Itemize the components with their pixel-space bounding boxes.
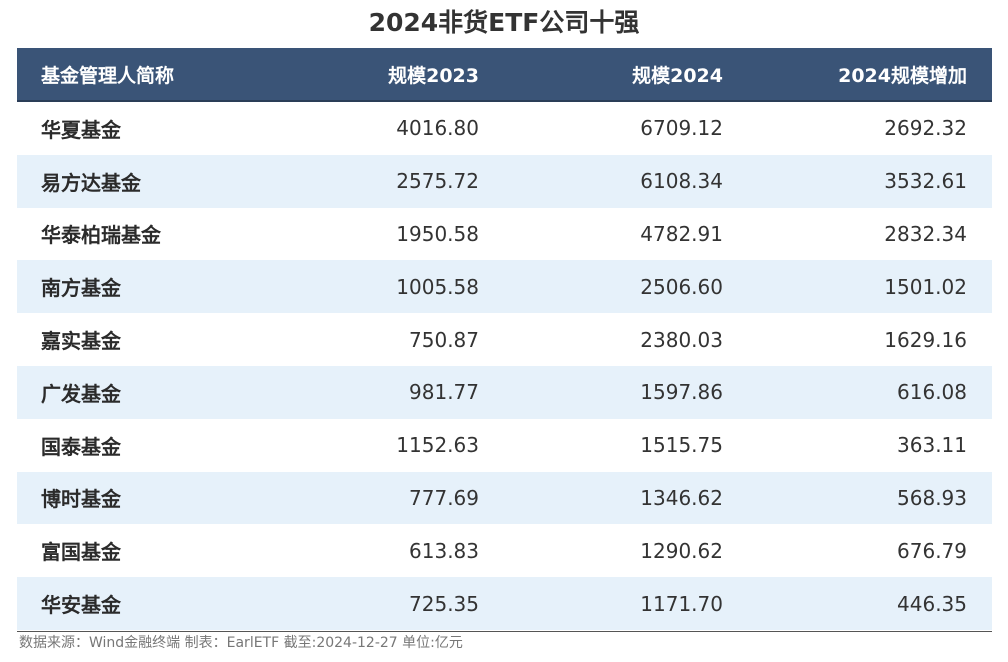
cell-scale-2024: 6108.34 xyxy=(640,169,723,194)
cell-scale-2024: 1290.62 xyxy=(640,538,723,563)
table-title: 2024非货ETF公司十强 xyxy=(368,8,640,37)
cell-manager-name: 广发基金 xyxy=(41,381,121,406)
table-header: 基金管理人简称 规模2023 规模2024 2024规模增加 xyxy=(17,48,992,102)
cell-scale-2023: 777.69 xyxy=(409,485,479,510)
ranking-table: 基金管理人简称 规模2023 规模2024 2024规模增加 华夏基金 4016… xyxy=(17,48,992,630)
cell-scale-increase: 3532.61 xyxy=(884,169,967,194)
cell-manager-name: 博时基金 xyxy=(41,487,121,512)
cell-scale-increase: 2832.34 xyxy=(884,221,967,246)
header-scale-2023: 规模2023 xyxy=(388,64,479,87)
cell-scale-increase: 676.79 xyxy=(897,538,967,563)
cell-scale-increase: 568.93 xyxy=(897,485,967,510)
cell-scale-2023: 1950.58 xyxy=(396,221,479,246)
table-row: 易方达基金 2575.72 6108.34 3532.61 xyxy=(17,154,992,208)
cell-manager-name: 易方达基金 xyxy=(41,170,141,195)
cell-manager-name: 华泰柏瑞基金 xyxy=(41,223,161,248)
cell-scale-2023: 981.77 xyxy=(409,380,479,405)
cell-scale-2024: 1346.62 xyxy=(640,485,723,510)
cell-manager-name: 国泰基金 xyxy=(41,434,121,459)
cell-manager-name: 华夏基金 xyxy=(41,117,121,142)
header-scale-2024: 规模2024 xyxy=(632,64,723,87)
table-row: 富国基金 613.83 1290.62 676.79 xyxy=(17,524,992,578)
cell-manager-name: 嘉实基金 xyxy=(41,329,121,354)
cell-scale-2023: 2575.72 xyxy=(396,169,479,194)
cell-scale-increase: 1501.02 xyxy=(884,274,967,299)
cell-scale-increase: 363.11 xyxy=(897,433,967,458)
cell-scale-increase: 1629.16 xyxy=(884,327,967,352)
cell-scale-2024: 2380.03 xyxy=(640,327,723,352)
cell-manager-name: 富国基金 xyxy=(41,540,121,565)
table-bottom-divider xyxy=(17,631,992,632)
cell-scale-2024: 1597.86 xyxy=(640,380,723,405)
header-scale-increase: 2024规模增加 xyxy=(838,64,967,87)
cell-scale-2023: 750.87 xyxy=(409,327,479,352)
header-manager-name: 基金管理人简称 xyxy=(41,64,175,87)
cell-scale-2024: 6709.12 xyxy=(640,116,723,141)
table-row: 博时基金 777.69 1346.62 568.93 xyxy=(17,471,992,525)
cell-scale-2024: 2506.60 xyxy=(640,274,723,299)
cell-manager-name: 南方基金 xyxy=(41,276,121,301)
table-row: 嘉实基金 750.87 2380.03 1629.16 xyxy=(17,313,992,366)
table-row: 国泰基金 1152.63 1515.75 363.11 xyxy=(17,418,992,472)
table-row: 华夏基金 4016.80 6709.12 2692.32 xyxy=(17,102,992,155)
cell-scale-increase: 2692.32 xyxy=(884,116,967,141)
cell-scale-2024: 1171.70 xyxy=(640,591,723,616)
cell-scale-2023: 725.35 xyxy=(409,591,479,616)
cell-scale-2024: 1515.75 xyxy=(640,433,723,458)
cell-scale-2023: 1005.58 xyxy=(396,274,479,299)
table-row: 广发基金 981.77 1597.86 616.08 xyxy=(17,365,992,419)
cell-scale-2023: 1152.63 xyxy=(396,433,479,458)
table-row: 南方基金 1005.58 2506.60 1501.02 xyxy=(17,260,992,314)
cell-scale-2023: 4016.80 xyxy=(396,116,479,141)
table-row: 华安基金 725.35 1171.70 446.35 xyxy=(17,577,992,630)
cell-scale-2023: 613.83 xyxy=(409,538,479,563)
cell-manager-name: 华安基金 xyxy=(41,593,121,618)
cell-scale-increase: 616.08 xyxy=(897,380,967,405)
table-row: 华泰柏瑞基金 1950.58 4782.91 2832.34 xyxy=(17,207,992,261)
source-note: 数据来源：Wind金融终端 制表：EarlETF 截至:2024-12-27 单… xyxy=(19,635,463,651)
cell-scale-2024: 4782.91 xyxy=(640,221,723,246)
cell-scale-increase: 446.35 xyxy=(897,591,967,616)
